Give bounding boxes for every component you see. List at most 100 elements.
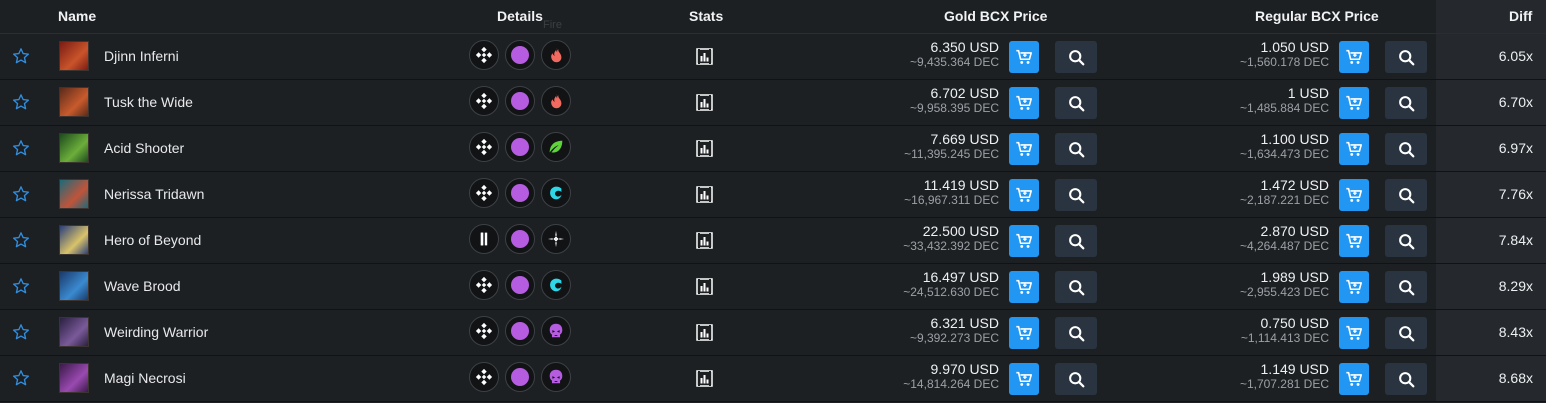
table-row: Nerissa Tridawn 11.419 USD ~16,967.311 DEC… [0,172,1546,218]
card-name[interactable]: Acid Shooter [104,140,185,156]
stats-chart-icon[interactable] [696,94,713,111]
gold-bcx-price: 6.350 USD ~9,435.364 DEC [910,39,999,69]
card-thumbnail[interactable] [59,271,89,301]
rarity-dot [511,184,529,202]
regular-price-dec: ~1,114.413 DEC [1240,331,1329,345]
buy-gold-cart-button[interactable] [1009,41,1039,73]
favorite-star-icon[interactable] [12,369,30,387]
buy-gold-cart-button[interactable] [1009,317,1039,349]
buy-regular-cart-button[interactable] [1339,317,1369,349]
card-name[interactable]: Weirding Warrior [104,324,209,340]
stats-chart-icon[interactable] [696,48,713,65]
search-regular-button[interactable] [1385,87,1427,119]
buy-regular-cart-button[interactable] [1339,133,1369,165]
search-regular-button[interactable] [1385,317,1427,349]
diamond-icon [469,270,499,300]
buy-gold-cart-button[interactable] [1009,225,1039,257]
favorite-star-icon[interactable] [12,47,30,65]
buy-gold-cart-button[interactable] [1009,363,1039,395]
rarity-dot [511,138,529,156]
gold-price-dec: ~9,392.273 DEC [909,331,999,345]
stats-chart-icon[interactable] [696,370,713,387]
regular-bcx-price: 0.750 USD ~1,114.413 DEC [1241,315,1329,345]
diamond-icon [469,362,499,392]
stats-chart-icon[interactable] [696,324,713,341]
card-name[interactable]: Nerissa Tridawn [104,186,205,202]
favorite-star-icon[interactable] [12,231,30,249]
buy-gold-cart-button[interactable] [1009,133,1039,165]
buy-regular-cart-button[interactable] [1339,179,1369,211]
search-regular-button[interactable] [1385,225,1427,257]
regular-bcx-price: 1.472 USD ~2,187.221 DEC [1240,177,1329,207]
table-row: Djinn Inferni 6.350 USD ~9,435.364 DEC 1.05… [0,34,1546,80]
favorite-star-icon[interactable] [12,323,30,341]
search-regular-button[interactable] [1385,133,1427,165]
rarity-dot [511,46,529,64]
buy-regular-cart-button[interactable] [1339,41,1369,73]
search-gold-button[interactable] [1055,363,1097,395]
search-regular-button[interactable] [1385,41,1427,73]
diff-cell-background [1436,126,1546,171]
column-header-diff[interactable]: Diff [1509,8,1533,24]
column-header-details: Details [497,8,543,24]
card-thumbnail[interactable] [59,87,89,117]
card-name[interactable]: Tusk the Wide [104,94,193,110]
favorite-star-icon[interactable] [12,277,30,295]
buy-regular-cart-button[interactable] [1339,363,1369,395]
favorite-star-icon[interactable] [12,185,30,203]
table-row: Magi Necrosi 9.970 USD ~14,814.264 DEC 1.14… [0,356,1546,402]
regular-price-usd: 1 USD [1287,85,1329,101]
search-gold-button[interactable] [1055,225,1097,257]
diamond-icon [469,132,499,162]
buy-gold-cart-button[interactable] [1009,271,1039,303]
favorite-star-icon[interactable] [12,139,30,157]
buy-gold-cart-button[interactable] [1009,179,1039,211]
card-name[interactable]: Hero of Beyond [104,232,202,248]
table-row: Hero of Beyond 22.500 USD ~33,432.392 DEC 2… [0,218,1546,264]
diff-cell-background [1436,172,1546,217]
card-name[interactable]: Wave Brood [104,278,181,294]
regular-price-usd: 2.870 USD [1260,223,1329,239]
pillar-icon [469,224,499,254]
card-name[interactable]: Djinn Inferni [104,48,179,64]
search-regular-button[interactable] [1385,363,1427,395]
search-gold-button[interactable] [1055,41,1097,73]
regular-price-dec: ~1,707.281 DEC [1239,377,1329,391]
table-row: Wave Brood 16.497 USD ~24,512.630 DEC 1.989… [0,264,1546,310]
card-thumbnail[interactable] [59,41,89,71]
column-header-gold-price[interactable]: Gold BCX Price [944,8,1048,24]
buy-regular-cart-button[interactable] [1339,225,1369,257]
regular-bcx-price: 1.100 USD ~1,634.473 DEC [1240,131,1329,161]
regular-price-usd: 1.472 USD [1260,177,1329,193]
gold-price-usd: 6.702 USD [930,85,999,101]
card-name[interactable]: Magi Necrosi [104,370,186,386]
card-thumbnail[interactable] [59,225,89,255]
card-thumbnail[interactable] [59,317,89,347]
regular-price-dec: ~1,560.178 DEC [1239,55,1329,69]
search-regular-button[interactable] [1385,179,1427,211]
buy-regular-cart-button[interactable] [1339,87,1369,119]
stats-chart-icon[interactable] [696,186,713,203]
rarity-dot-icon [505,316,535,346]
buy-regular-cart-button[interactable] [1339,271,1369,303]
card-thumbnail[interactable] [59,363,89,393]
search-gold-button[interactable] [1055,271,1097,303]
search-gold-button[interactable] [1055,133,1097,165]
search-gold-button[interactable] [1055,317,1097,349]
gold-price-dec: ~9,958.395 DEC [909,101,999,115]
search-gold-button[interactable] [1055,179,1097,211]
stats-chart-icon[interactable] [696,278,713,295]
search-regular-button[interactable] [1385,271,1427,303]
card-thumbnail[interactable] [59,133,89,163]
stats-chart-icon[interactable] [696,140,713,157]
search-gold-button[interactable] [1055,87,1097,119]
diff-cell-background [1436,356,1546,401]
fire-element-icon [541,86,571,116]
favorite-star-icon[interactable] [12,93,30,111]
table-row: Weirding Warrior 6.321 USD ~9,392.273 DEC 0… [0,310,1546,356]
buy-gold-cart-button[interactable] [1009,87,1039,119]
column-header-name[interactable]: Name [58,8,97,24]
stats-chart-icon[interactable] [696,232,713,249]
card-thumbnail[interactable] [59,179,89,209]
column-header-regular-price[interactable]: Regular BCX Price [1255,8,1379,24]
